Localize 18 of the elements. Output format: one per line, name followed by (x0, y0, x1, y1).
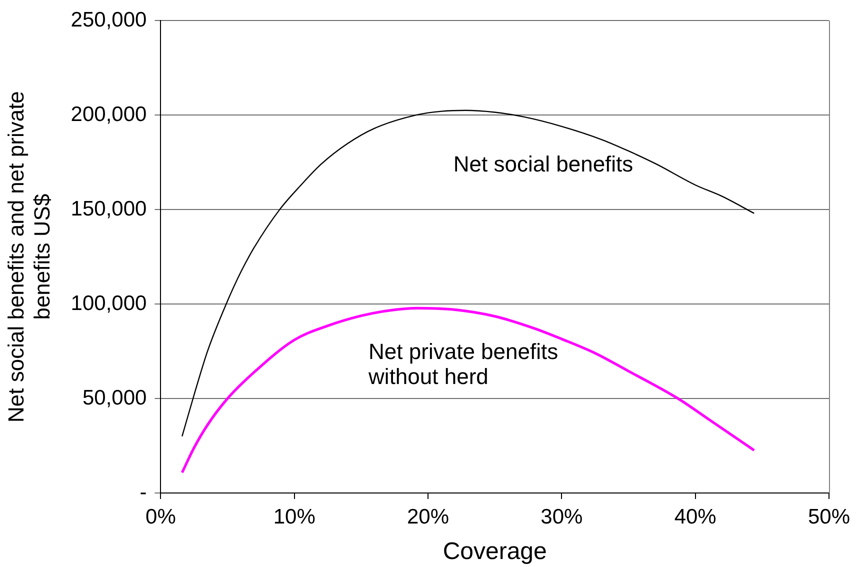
line-series (181, 110, 755, 437)
line-series (180, 306, 756, 474)
y-tick-label: 200,000 (70, 102, 147, 126)
x-tick-label: 30% (540, 505, 583, 528)
x-tick-label: 40% (674, 505, 716, 528)
y-tick-label: 250,000 (70, 8, 147, 32)
y-tick-label: 50,000 (82, 386, 147, 410)
series-label: Net private benefits without herd (368, 338, 558, 389)
y-tick-label: 100,000 (70, 292, 147, 315)
x-tick-label: 50% (808, 505, 850, 528)
x-axis-title: Coverage (442, 538, 547, 566)
x-tick-label: 20% (407, 505, 450, 528)
y-tick-label: 150,000 (70, 197, 147, 220)
y-tick-label: - (140, 480, 147, 504)
series-label: Net social benefits (453, 151, 634, 176)
x-tick-label: 10% (273, 505, 316, 528)
x-tick-label: 0% (146, 505, 176, 528)
y-axis-title: Net social benefits and net private benefits US$ (3, 91, 55, 423)
